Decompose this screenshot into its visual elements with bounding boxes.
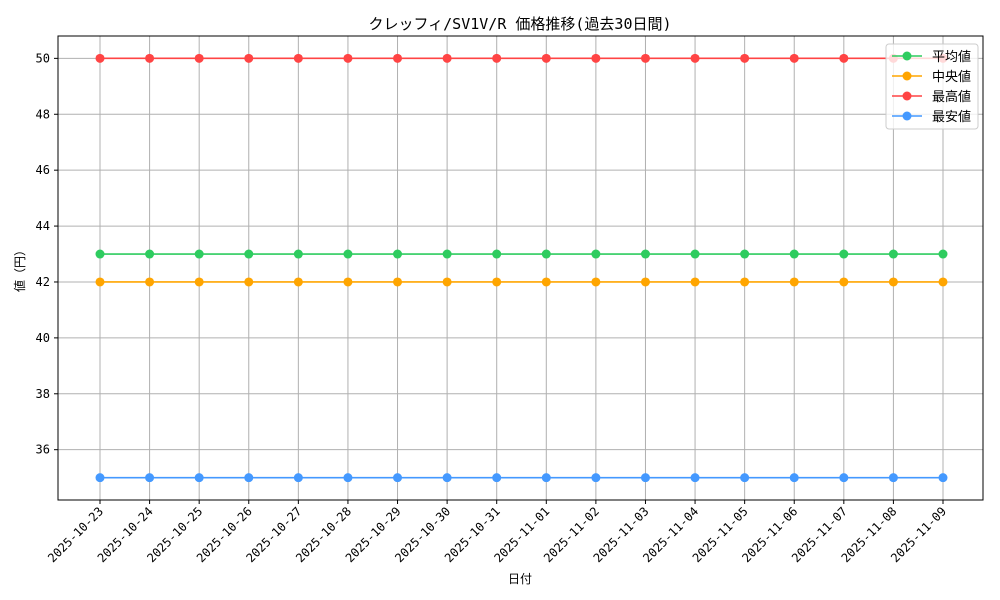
data-point: [839, 53, 849, 63]
data-point: [888, 277, 898, 287]
data-point: [145, 277, 155, 287]
data-point: [690, 249, 700, 259]
data-point: [591, 473, 601, 483]
data-point: [194, 249, 204, 259]
legend-marker: [902, 111, 912, 121]
data-point: [591, 53, 601, 63]
data-point: [95, 473, 105, 483]
data-point: [393, 473, 403, 483]
data-point: [789, 53, 799, 63]
data-point: [442, 277, 452, 287]
legend-label: 中央値: [932, 69, 971, 85]
data-point: [343, 249, 353, 259]
data-point: [888, 473, 898, 483]
data-point: [492, 249, 502, 259]
data-point: [690, 277, 700, 287]
data-point: [393, 53, 403, 63]
data-point: [293, 53, 303, 63]
data-point: [839, 473, 849, 483]
data-point: [393, 277, 403, 287]
data-point: [888, 249, 898, 259]
data-point: [145, 473, 155, 483]
data-point: [938, 249, 948, 259]
y-tick-label: 44: [36, 219, 50, 233]
data-point: [789, 473, 799, 483]
data-point: [640, 249, 650, 259]
legend-box: [885, 43, 979, 130]
data-point: [591, 249, 601, 259]
legend-label: 最高値: [932, 89, 971, 105]
data-point: [839, 277, 849, 287]
legend-marker: [902, 71, 912, 81]
data-point: [492, 277, 502, 287]
data-point: [789, 249, 799, 259]
data-point: [194, 53, 204, 63]
y-tick-label: 50: [36, 51, 50, 65]
data-point: [591, 277, 601, 287]
data-point: [690, 53, 700, 63]
data-point: [343, 277, 353, 287]
data-point: [740, 53, 750, 63]
data-point: [640, 277, 650, 287]
legend-label: 最安値: [932, 109, 971, 125]
data-point: [194, 473, 204, 483]
data-point: [938, 277, 948, 287]
data-point: [343, 473, 353, 483]
data-point: [492, 53, 502, 63]
data-point: [938, 473, 948, 483]
data-point: [293, 277, 303, 287]
data-point: [95, 249, 105, 259]
y-tick-label: 42: [36, 275, 50, 289]
data-point: [244, 249, 254, 259]
data-point: [442, 249, 452, 259]
data-point: [145, 53, 155, 63]
data-point: [839, 249, 849, 259]
y-tick-label: 36: [36, 443, 50, 457]
legend-label: 平均値: [932, 49, 971, 65]
data-point: [442, 473, 452, 483]
data-point: [740, 249, 750, 259]
data-point: [541, 473, 551, 483]
x-axis-label: 日付: [508, 572, 532, 586]
legend-marker: [902, 51, 912, 61]
chart-title: クレッフィ/SV1V/R 価格推移(過去30日間): [368, 15, 671, 33]
data-point: [690, 473, 700, 483]
data-point: [393, 249, 403, 259]
data-point: [442, 53, 452, 63]
data-point: [789, 277, 799, 287]
y-tick-label: 38: [36, 387, 50, 401]
data-point: [293, 249, 303, 259]
data-point: [640, 53, 650, 63]
y-tick-label: 46: [36, 163, 50, 177]
data-point: [541, 249, 551, 259]
data-point: [145, 249, 155, 259]
y-tick-label: 40: [36, 331, 50, 345]
data-point: [244, 277, 254, 287]
data-point: [244, 473, 254, 483]
data-point: [244, 53, 254, 63]
data-point: [95, 277, 105, 287]
data-point: [541, 277, 551, 287]
data-point: [740, 277, 750, 287]
data-point: [194, 277, 204, 287]
data-point: [640, 473, 650, 483]
y-tick-label: 48: [36, 107, 50, 121]
legend-marker: [902, 91, 912, 101]
data-point: [492, 473, 502, 483]
y-axis-label: 値（円）: [12, 244, 27, 292]
data-point: [541, 53, 551, 63]
data-point: [740, 473, 750, 483]
data-point: [343, 53, 353, 63]
data-point: [95, 53, 105, 63]
data-point: [293, 473, 303, 483]
plot-frame: [57, 35, 984, 501]
